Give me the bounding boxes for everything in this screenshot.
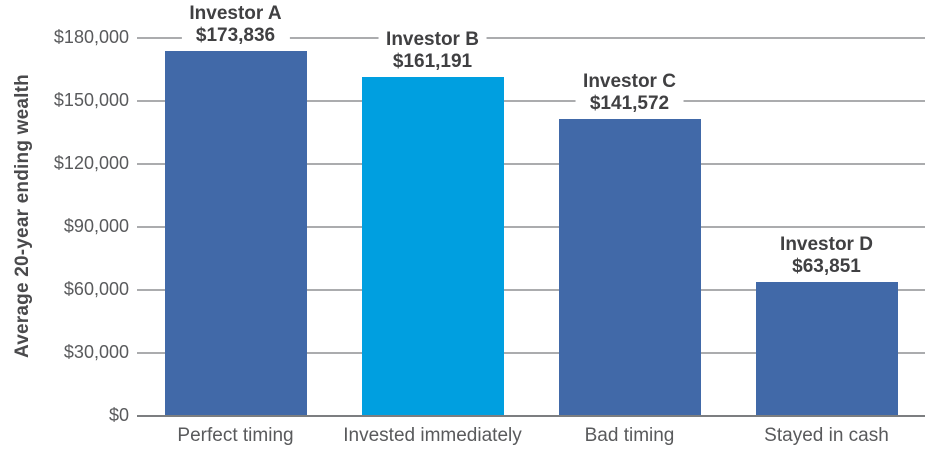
bar-investor-d <box>756 282 898 416</box>
y-axis-title: Average 20-year ending wealth <box>12 74 33 358</box>
bar-annotation-value: $161,191 <box>392 51 473 72</box>
gridline <box>137 163 925 165</box>
bar-annotation-name: Investor A <box>189 3 282 24</box>
y-tick-label: $90,000 <box>63 216 129 236</box>
gridline <box>137 289 925 291</box>
x-tick-label: Invested immediately <box>343 425 522 446</box>
gridline <box>137 226 925 228</box>
bar-annotation: Investor C $141,572 <box>575 71 684 115</box>
y-tick-label: $60,000 <box>63 279 129 299</box>
bar-investor-b <box>362 77 504 416</box>
x-axis-line <box>137 415 925 417</box>
bar-annotation-name: Investor C <box>583 71 676 92</box>
bar-annotation-value: $141,572 <box>589 93 670 114</box>
gridline <box>137 100 925 102</box>
y-tick-label: $0 <box>108 405 129 425</box>
y-tick-label: $30,000 <box>63 342 129 362</box>
bar-investor-a <box>165 51 307 416</box>
bar-annotation-name: Investor D <box>780 234 873 255</box>
bar-annotation-value: $173,836 <box>195 25 276 46</box>
bar-annotation: Investor A $173,836 <box>181 3 290 47</box>
y-tick-label: $150,000 <box>53 90 129 110</box>
x-tick-label: Perfect timing <box>177 425 294 446</box>
y-tick-label: $120,000 <box>53 153 129 173</box>
x-tick-label: Bad timing <box>584 425 675 446</box>
bar-annotation-name: Investor B <box>386 29 479 50</box>
bar-investor-c <box>559 119 701 416</box>
x-tick-label: Stayed in cash <box>764 425 889 446</box>
bar-annotation: Investor D $63,851 <box>772 234 881 278</box>
bar-annotation-value: $63,851 <box>792 256 861 277</box>
gridline <box>137 352 925 354</box>
y-tick-label: $180,000 <box>53 27 129 47</box>
bar-annotation: Investor B $161,191 <box>378 29 487 73</box>
gridline <box>137 37 925 39</box>
